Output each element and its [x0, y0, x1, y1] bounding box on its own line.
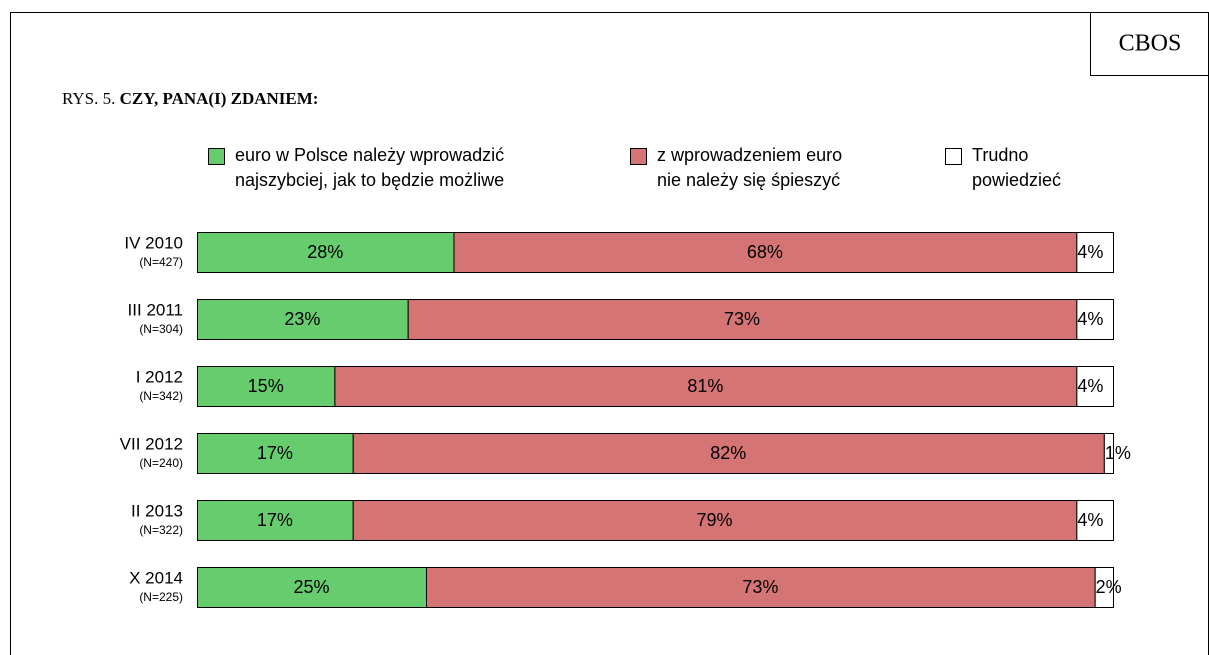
legend-label: z wprowadzeniem euro nie należy się śpie…: [657, 145, 843, 190]
bar-segment: [1076, 500, 1114, 541]
bar-segment: [1076, 366, 1114, 407]
value-label: 23%: [284, 309, 320, 329]
category-label: III 2011: [128, 300, 183, 319]
bar-segment: [197, 433, 354, 474]
value-label: 17%: [257, 510, 293, 530]
value-label: 1%: [1105, 443, 1131, 463]
legend-label: Trudno powiedzieć: [972, 145, 1062, 190]
bar-segment: [197, 567, 427, 608]
category-label: X 2014: [129, 568, 183, 587]
value-label: 4%: [1077, 376, 1103, 396]
category-label: VII 2012: [120, 434, 183, 453]
sample-size: (N=322): [139, 523, 183, 537]
value-label: 73%: [724, 309, 760, 329]
value-label: 25%: [293, 577, 329, 597]
category-label: IV 2010: [124, 233, 183, 252]
bar-segment: [1103, 433, 1114, 474]
bar-segment: [352, 500, 1078, 541]
bar-segment: [453, 232, 1078, 273]
bar-segment: [352, 433, 1105, 474]
chart-title: RYS. 5. CZY, PANA(I) ZDANIEM:: [62, 89, 318, 108]
value-label: 4%: [1077, 242, 1103, 262]
value-label: 4%: [1077, 510, 1103, 530]
figure-label: RYS. 5.: [62, 89, 115, 108]
legend-swatch: [630, 148, 647, 165]
bar-segment: [1076, 299, 1114, 340]
legend-swatch: [945, 148, 962, 165]
source: CBOS: [1119, 31, 1182, 57]
value-label: 2%: [1096, 577, 1122, 597]
legend-label: euro w Polsce należy wprowadzić najszybc…: [235, 145, 505, 190]
bar-segment: [1076, 232, 1114, 273]
value-label: 4%: [1077, 309, 1103, 329]
sample-size: (N=225): [139, 590, 183, 604]
value-label: 17%: [257, 443, 293, 463]
bar-segment: [407, 299, 1078, 340]
sample-size: (N=304): [139, 322, 183, 336]
value-label: 73%: [742, 577, 778, 597]
category-label: I 2012: [136, 367, 183, 386]
sample-size: (N=240): [139, 456, 183, 470]
source-box: [1090, 12, 1209, 76]
bar-segment: [1094, 567, 1115, 608]
sample-size: (N=342): [139, 389, 183, 403]
bar-segment: [197, 500, 354, 541]
value-label: 81%: [687, 376, 723, 396]
legend-swatch: [208, 148, 225, 165]
value-label: 68%: [747, 242, 783, 262]
bar-segment: [426, 567, 1096, 608]
bar-segment: [334, 366, 1078, 407]
title: CZY, PANA(I) ZDANIEM:: [120, 89, 319, 108]
bar-segment: [197, 232, 455, 273]
category-label: II 2013: [131, 501, 183, 520]
sample-size: (N=427): [139, 255, 183, 269]
value-label: 15%: [248, 376, 284, 396]
value-label: 79%: [697, 510, 733, 530]
value-label: 82%: [710, 443, 746, 463]
value-label: 28%: [307, 242, 343, 262]
